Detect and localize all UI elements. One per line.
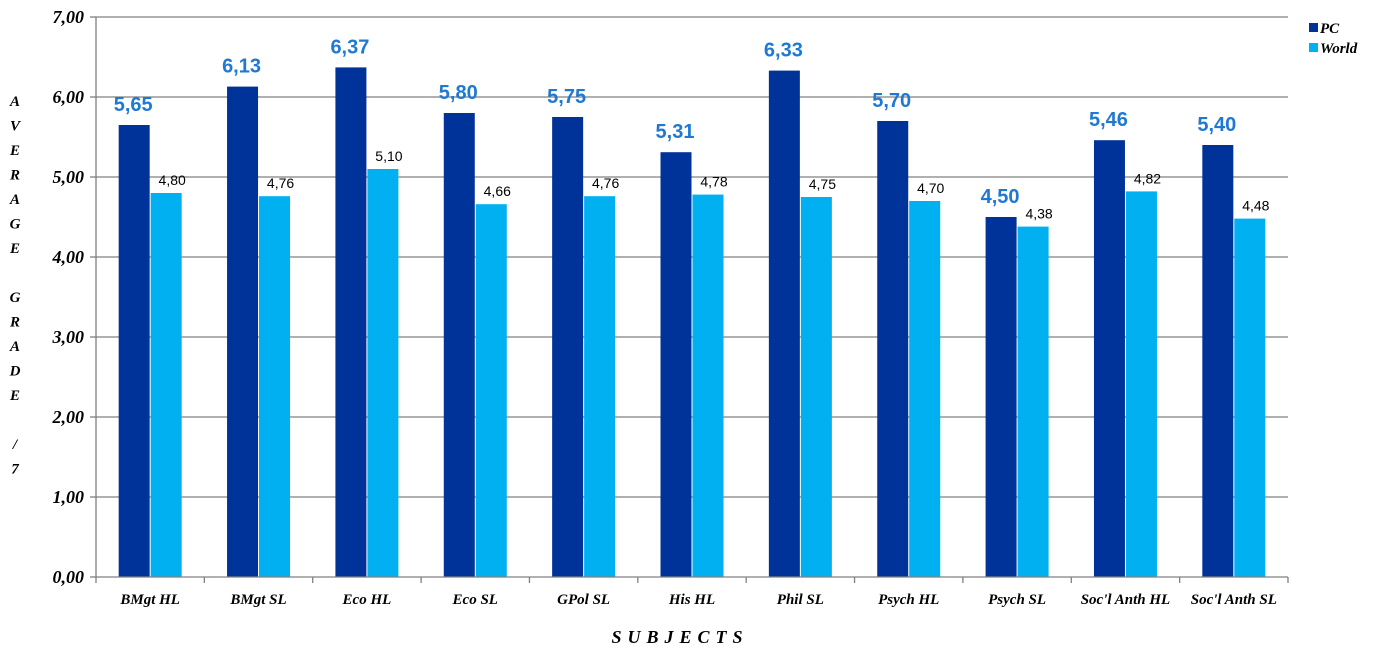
bar-world xyxy=(692,194,724,577)
data-label-pc: 6,37 xyxy=(330,36,369,58)
axes xyxy=(95,17,1289,583)
y-tick-label: 3,00 xyxy=(52,327,85,347)
legend-label-pc: PC xyxy=(1320,21,1340,37)
x-category-label: BMgt HL xyxy=(119,592,180,608)
data-labels: 5,65 4,80 6,13 4,76 6,37 5,10 5,80 4,66 5,75 4,76… xyxy=(114,36,1270,221)
bar-pc xyxy=(552,117,584,577)
y-tick-label: 2,00 xyxy=(52,407,85,427)
y-tick-label: 4,00 xyxy=(52,247,85,267)
data-label-world: 4,78 xyxy=(700,174,727,190)
bar-pc xyxy=(985,217,1017,577)
data-label-world: 4,66 xyxy=(484,183,511,199)
data-label-world: 4,76 xyxy=(267,175,294,191)
bar-world xyxy=(1234,218,1266,577)
y-axis-label-letter: E xyxy=(9,241,20,257)
x-category-label: BMgt SL xyxy=(229,592,286,608)
gridlines xyxy=(96,16,1288,498)
y-tick-label: 6,00 xyxy=(53,87,85,107)
bar-world xyxy=(800,197,832,577)
data-label-world: 4,82 xyxy=(1134,170,1161,186)
bar-pc xyxy=(443,113,475,577)
bar-world xyxy=(475,204,507,577)
bar-world xyxy=(909,201,941,577)
data-label-world: 4,80 xyxy=(159,172,186,188)
bar-world xyxy=(1125,191,1157,577)
y-axis-label-letter: D xyxy=(9,364,21,380)
legend-swatch-world xyxy=(1309,43,1318,52)
data-label-pc: 4,50 xyxy=(981,186,1020,208)
y-tick-label: 0,00 xyxy=(53,567,85,587)
data-label-world: 4,75 xyxy=(809,176,836,192)
x-category-label: Soc'l Anth HL xyxy=(1081,592,1170,608)
legend-label-world: World xyxy=(1320,41,1358,57)
bar-pc xyxy=(1093,140,1125,577)
bar-world xyxy=(150,193,182,577)
bar-pc xyxy=(335,67,367,578)
y-axis-label-letter: E xyxy=(9,143,20,159)
bar-pc xyxy=(118,125,150,577)
x-category-label: GPol SL xyxy=(557,592,610,608)
x-category-label: Psych SL xyxy=(988,592,1046,608)
bar-pc xyxy=(768,70,800,577)
y-axis-label-letter: G xyxy=(10,290,21,306)
y-tick-label: 5,00 xyxy=(53,167,85,187)
data-label-world: 4,38 xyxy=(1025,206,1052,222)
bar-pc xyxy=(877,121,909,577)
y-axis-label-letter: A xyxy=(9,339,20,355)
data-label-pc: 5,80 xyxy=(439,82,478,104)
data-label-pc: 5,40 xyxy=(1197,114,1236,136)
bar-world xyxy=(259,196,291,577)
y-tick-label: 1,00 xyxy=(53,487,85,507)
y-tick-label: 7,00 xyxy=(53,7,85,27)
legend-swatch-pc xyxy=(1309,23,1318,32)
x-category-label: Phil SL xyxy=(777,592,824,608)
y-axis-ticks: 0,00 1,00 2,00 3,00 4,00 5,00 6,00 7,00 xyxy=(52,7,96,587)
x-category-label: Psych HL xyxy=(878,592,939,608)
data-label-pc: 5,70 xyxy=(872,90,911,112)
x-category-label: His HL xyxy=(668,592,715,608)
bar-world xyxy=(584,196,616,577)
data-label-world: 4,48 xyxy=(1242,198,1269,214)
data-label-world: 5,10 xyxy=(375,148,402,164)
x-axis-categories: BMgt HL BMgt SL Eco HL Eco SL GPol SL His HL P… xyxy=(119,592,1277,608)
y-axis-label-letter: A xyxy=(9,94,20,110)
y-axis-label-letter: V xyxy=(10,119,22,135)
bar-pc xyxy=(660,152,692,577)
y-axis-label-letter: / xyxy=(12,437,19,453)
data-label-pc: 6,33 xyxy=(764,40,803,62)
bar-pc xyxy=(1202,145,1234,577)
legend: PC World xyxy=(1309,21,1358,57)
data-label-pc: 5,75 xyxy=(547,86,586,108)
y-axis-label-letter: R xyxy=(9,168,20,184)
x-category-label: Eco HL xyxy=(342,592,392,608)
y-axis-label-letter: R xyxy=(9,315,20,331)
data-label-world: 4,76 xyxy=(592,175,619,191)
y-axis-label-letter: G xyxy=(10,217,21,233)
x-category-label: Eco SL xyxy=(452,592,498,608)
data-label-pc: 6,13 xyxy=(222,56,261,78)
bar-world xyxy=(367,169,399,577)
bar-pc xyxy=(227,86,259,577)
data-label-pc: 5,65 xyxy=(114,94,153,116)
bar-world xyxy=(1017,226,1049,577)
x-category-label: Soc'l Anth SL xyxy=(1191,592,1277,608)
data-label-world: 4,70 xyxy=(917,180,944,196)
data-label-pc: 5,31 xyxy=(656,121,695,143)
y-axis-label-letter: A xyxy=(9,192,20,208)
y-axis-label-letter: E xyxy=(9,388,20,404)
y-axis-label-letter: 7 xyxy=(11,462,19,478)
x-axis-label: SUBJECTS xyxy=(611,627,748,647)
data-label-pc: 5,46 xyxy=(1089,109,1128,131)
bars xyxy=(118,67,1266,578)
